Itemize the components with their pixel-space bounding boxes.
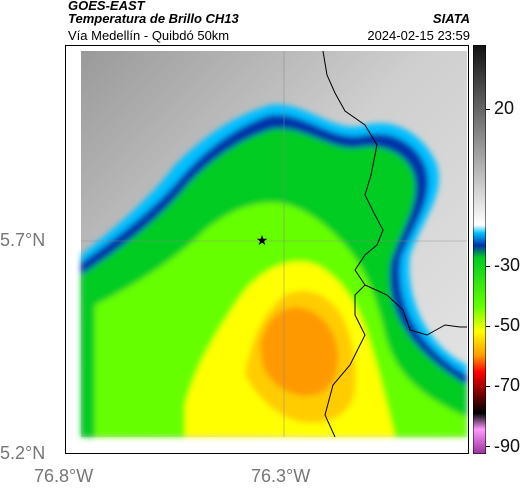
lat-label-5-2: 5.2°N: [0, 443, 46, 463]
cloud-field: [81, 51, 467, 437]
gridlines: [81, 51, 467, 437]
title-line-2: Temperatura de Brillo CH13: [68, 11, 239, 26]
colorbar-label-minus50: -50: [494, 315, 521, 335]
source-label: SIATA: [432, 11, 470, 26]
lon-label-76-3: 76.3°W: [251, 466, 311, 486]
colorbar: [473, 45, 486, 454]
title-line-1: GOES-EAST: [68, 0, 145, 13]
datetime-label: 2024-02-15 23:59: [367, 28, 470, 43]
subtitle: Vía Medellín - Quibdó 50km: [68, 28, 230, 43]
satellite-map: ★: [65, 45, 469, 454]
colorbar-tick-1: [486, 109, 490, 110]
colorbar-tick-3: [486, 326, 490, 327]
lon-label-76-8: 76.8°W: [34, 466, 94, 486]
colorbar-label-minus70: -70: [494, 375, 521, 395]
star-icon: ★: [256, 232, 269, 248]
lat-label-5-7: 5.7°N: [0, 230, 46, 250]
colorbar-tick-4: [486, 386, 490, 387]
department-border: [322, 50, 467, 438]
colorbar-tick-5: [486, 446, 490, 447]
colorbar-label-minus90: -90: [494, 436, 521, 456]
colorbar-label-20: 20: [494, 98, 515, 118]
colorbar-tick-2: [486, 266, 490, 267]
colorbar-label-minus30: -30: [494, 255, 521, 275]
